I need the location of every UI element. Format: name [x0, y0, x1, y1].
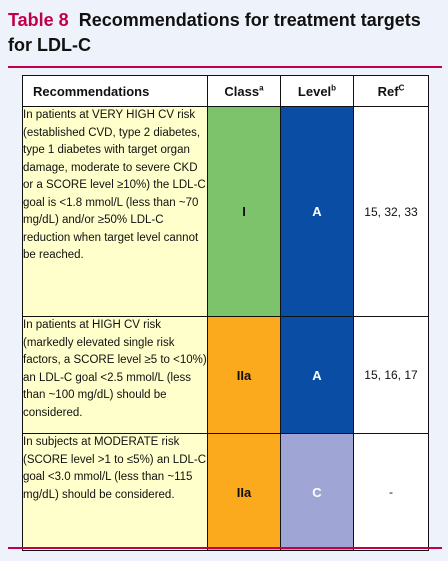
ref-cell: -	[353, 433, 429, 551]
top-rule	[8, 66, 442, 68]
header-class-footnote: a	[259, 83, 264, 93]
header-level-footnote: b	[331, 83, 337, 93]
recommendation-text: In patients at VERY HIGH CV risk (establ…	[22, 106, 208, 317]
header-class: Classa	[207, 75, 281, 107]
recommendations-table: Recommendations Classa Levelb RefC In pa…	[22, 75, 429, 551]
header-ref-footnote: C	[398, 83, 405, 93]
table-number: Table 8	[8, 10, 69, 30]
recommendation-text: In patients at HIGH CV risk (markedly el…	[22, 316, 208, 434]
header-level: Levelb	[280, 75, 354, 107]
ref-cell: 15, 16, 17	[353, 316, 429, 434]
header-recommendations-label: Recommendations	[33, 83, 150, 99]
level-cell: C	[280, 433, 354, 551]
bottom-rule	[8, 547, 442, 549]
table-row: In subjects at MODERATE risk (SCORE leve…	[22, 433, 429, 551]
class-cell: IIa	[207, 316, 281, 434]
recommendation-text: In subjects at MODERATE risk (SCORE leve…	[22, 433, 208, 551]
header-row: Recommendations Classa Levelb RefC	[22, 75, 429, 107]
level-cell: A	[280, 106, 354, 317]
table-row: In patients at HIGH CV risk (markedly el…	[22, 316, 429, 434]
header-class-label: Class	[224, 83, 260, 99]
level-cell: A	[280, 316, 354, 434]
header-ref: RefC	[353, 75, 429, 107]
table-row: In patients at VERY HIGH CV risk (establ…	[22, 106, 429, 317]
header-recommendations: Recommendations	[22, 75, 208, 107]
ref-cell: 15, 32, 33	[353, 106, 429, 317]
header-level-label: Level	[297, 83, 332, 99]
table-title: Table 8 Recommendations for treatment tar…	[8, 8, 444, 58]
table-caption: Recommendations for treatment targets fo…	[8, 10, 421, 55]
class-cell: I	[207, 106, 281, 317]
class-cell: IIa	[207, 433, 281, 551]
header-ref-label: Ref	[377, 83, 399, 99]
